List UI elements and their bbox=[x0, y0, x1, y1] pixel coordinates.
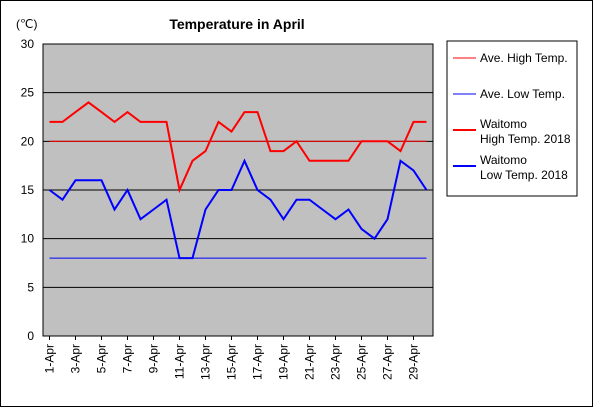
y-tick-labels: 0 5 10 15 20 25 30 bbox=[21, 37, 35, 343]
x-tick-label-11: 11-Apr bbox=[173, 344, 187, 379]
x-tick-label-17: 17-Apr bbox=[251, 344, 265, 380]
x-tick-label-1: 1-Apr bbox=[43, 344, 57, 373]
x-tick-label-25: 25-Apr bbox=[355, 344, 369, 380]
series-lines bbox=[48, 101, 428, 260]
legend-label-line: Waitomo bbox=[480, 117, 527, 131]
x-tick-label-19: 19-Apr bbox=[277, 344, 291, 380]
x-tick-label-5: 5-Apr bbox=[95, 344, 109, 373]
x-tick-label-15: 15-Apr bbox=[225, 344, 239, 380]
y-tick-label-20: 20 bbox=[21, 134, 35, 148]
x-tick-label-29: 29-Apr bbox=[407, 344, 421, 380]
y-tick-label-15: 15 bbox=[21, 183, 35, 197]
legend-label-line: Ave. High Temp. bbox=[480, 51, 568, 65]
legend-label-2: Ave. Low Temp. bbox=[480, 87, 565, 101]
legend-label-line: High Temp. 2018 bbox=[480, 132, 571, 146]
y-tick-label-5: 5 bbox=[27, 280, 34, 294]
legend-label-line: Low Temp. 2018 bbox=[480, 168, 568, 182]
x-tick-labels: 1-Apr 3-Apr 5-Apr 7-Apr 9-Apr 11-Apr 13-Apr 15-… bbox=[43, 336, 421, 380]
legend-label-line: Ave. Low Temp. bbox=[480, 87, 565, 101]
unit-label: (℃) bbox=[16, 17, 37, 31]
y-tick-label-25: 25 bbox=[21, 86, 35, 100]
legend-label-1: Ave. High Temp. bbox=[480, 51, 568, 65]
x-tick-label-21: 21-Apr bbox=[303, 344, 317, 380]
x-tick-label-9: 9-Apr bbox=[147, 344, 161, 373]
legend-label-3: Waitomo High Temp. 2018 bbox=[480, 117, 571, 146]
x-tick-label-7: 7-Apr bbox=[121, 344, 135, 373]
y-tick-label-30: 30 bbox=[21, 37, 35, 51]
legend-label-line: Waitomo bbox=[480, 153, 527, 167]
legend: Ave. High Temp.Ave. Low Temp.Waitomo High… bbox=[453, 51, 571, 182]
y-tick-label-0: 0 bbox=[27, 329, 34, 343]
series-line-3 bbox=[49, 101, 427, 194]
series-line-4 bbox=[48, 158, 428, 260]
legend-label-4: Waitomo Low Temp. 2018 bbox=[480, 153, 568, 182]
x-tick-label-23: 23-Apr bbox=[329, 344, 343, 380]
x-tick-label-3: 3-Apr bbox=[69, 344, 83, 373]
x-tick-label-27: 27-Apr bbox=[381, 344, 395, 380]
chart-title: Temperature in April bbox=[169, 16, 304, 32]
y-tick-label-10: 10 bbox=[21, 232, 35, 246]
legend-box bbox=[446, 40, 578, 197]
x-tick-label-13: 13-Apr bbox=[199, 344, 213, 380]
